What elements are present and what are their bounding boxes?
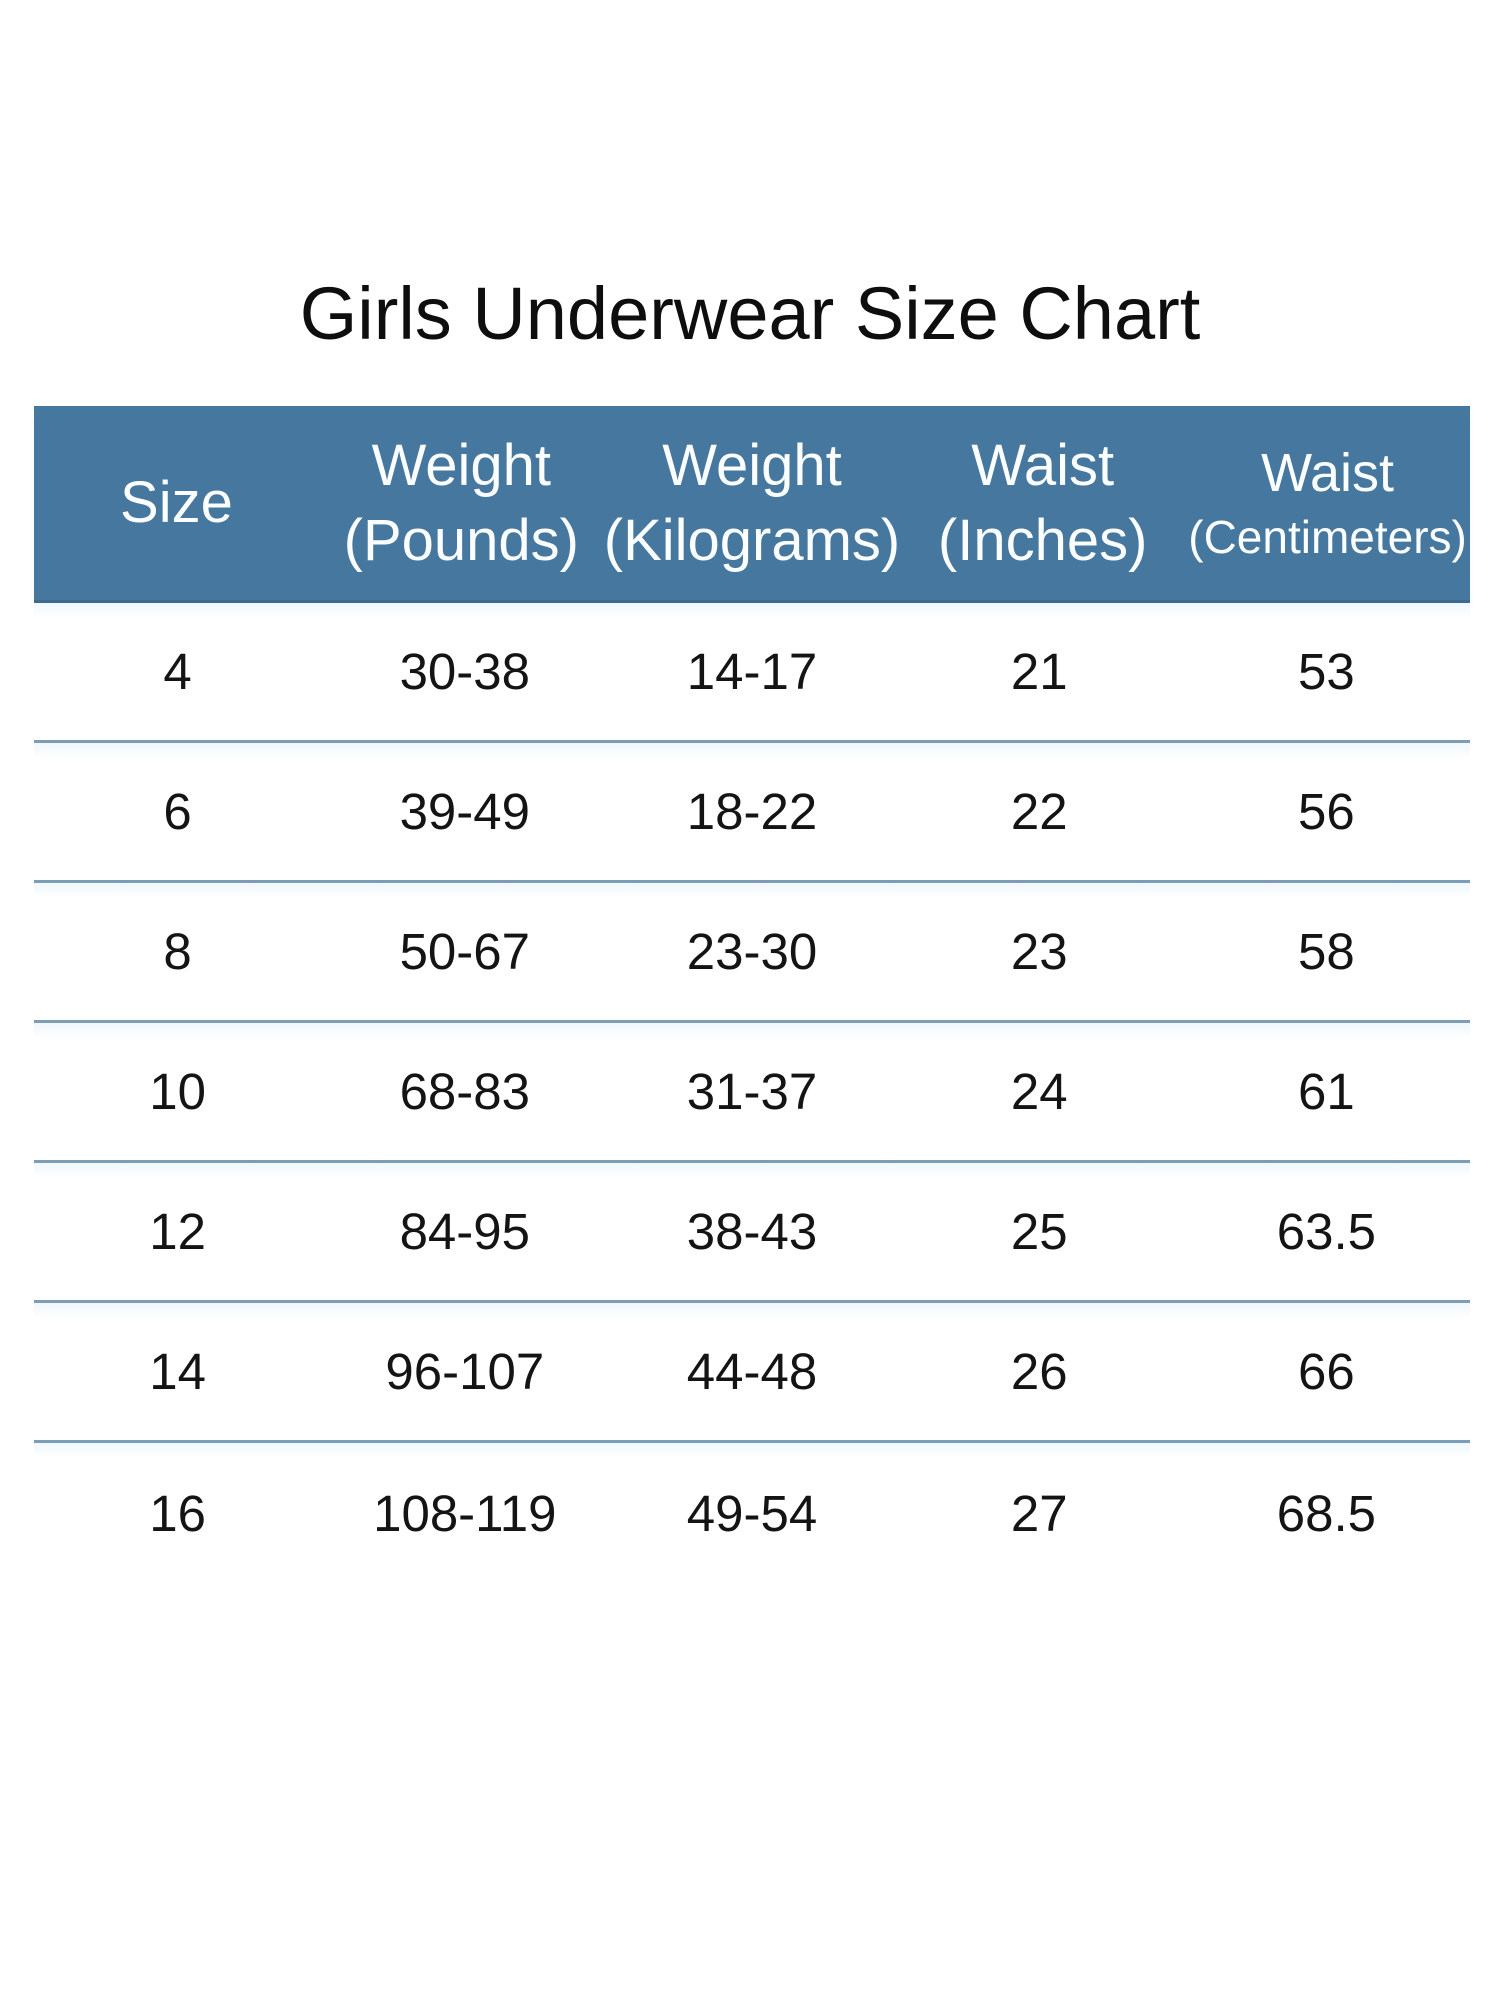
header-sublabel: (Kilograms) bbox=[603, 508, 901, 573]
table-cell: 61 bbox=[1298, 1063, 1355, 1120]
table-cell: 68.5 bbox=[1276, 1484, 1377, 1542]
header-label: Size bbox=[120, 470, 233, 536]
table-cell: 10 bbox=[149, 1063, 206, 1120]
table-cell: 14-17 bbox=[686, 643, 818, 700]
table-cell: 23 bbox=[1010, 923, 1068, 980]
table-row: 14 96-107 44-48 26 66 bbox=[34, 1303, 1470, 1443]
table-cell: 14 bbox=[149, 1343, 206, 1400]
table-cell: 8 bbox=[163, 923, 192, 980]
table-cell: 22 bbox=[1010, 783, 1068, 840]
header-label: Waist bbox=[1261, 443, 1395, 503]
table-row: 16 108-119 49-54 27 68.5 bbox=[34, 1443, 1470, 1583]
table-cell: 63.5 bbox=[1276, 1203, 1377, 1260]
table-row: 10 68-83 31-37 24 61 bbox=[34, 1023, 1470, 1163]
table-row: 12 84-95 38-43 25 63.5 bbox=[34, 1163, 1470, 1303]
page-title: Girls Underwear Size Chart bbox=[299, 272, 1201, 355]
table-cell: 96-107 bbox=[385, 1343, 545, 1400]
table-cell: 58 bbox=[1298, 923, 1355, 980]
header-label: Weight bbox=[662, 432, 842, 498]
table-row: 8 50-67 23-30 23 58 bbox=[34, 883, 1470, 1023]
table-cell: 44-48 bbox=[686, 1343, 818, 1400]
table-cell: 26 bbox=[1010, 1343, 1068, 1400]
header-cell-waist-centimeters: Waist (Centimeters) bbox=[1185, 438, 1470, 568]
table-cell: 84-95 bbox=[399, 1203, 531, 1260]
table-cell: 24 bbox=[1010, 1063, 1068, 1120]
header-label: Waist bbox=[971, 432, 1115, 498]
header-cell-weight-kilograms: Weight (Kilograms) bbox=[604, 428, 901, 579]
table-cell: 27 bbox=[1010, 1484, 1068, 1542]
table-cell: 56 bbox=[1298, 783, 1355, 840]
table-row: 6 39-49 18-22 22 56 bbox=[34, 743, 1470, 883]
table-cell: 68-83 bbox=[399, 1063, 531, 1120]
table-cell: 108-119 bbox=[373, 1484, 557, 1542]
table-cell: 25 bbox=[1010, 1203, 1068, 1260]
table-cell: 6 bbox=[163, 783, 192, 840]
table-cell: 39-49 bbox=[399, 783, 531, 840]
header-cell-weight-pounds: Weight (Pounds) bbox=[319, 428, 604, 579]
header-sublabel: (Inches) bbox=[937, 508, 1148, 573]
header-sublabel: (Centimeters) bbox=[1188, 511, 1467, 564]
table-cell: 18-22 bbox=[686, 783, 818, 840]
table-cell: 21 bbox=[1010, 643, 1068, 700]
table-cell: 66 bbox=[1298, 1343, 1355, 1400]
table-cell: 30-38 bbox=[399, 643, 531, 700]
table-header-row: Size Weight (Pounds) Weight (Kilograms) … bbox=[34, 406, 1470, 603]
header-cell-waist-inches: Waist (Inches) bbox=[900, 428, 1185, 579]
table-cell: 4 bbox=[163, 643, 192, 700]
header-cell-size: Size bbox=[34, 465, 319, 540]
table-cell: 16 bbox=[149, 1484, 206, 1542]
table-row: 4 30-38 14-17 21 53 bbox=[34, 603, 1470, 743]
table-cell: 31-37 bbox=[686, 1063, 818, 1120]
header-label: Weight bbox=[371, 432, 552, 498]
header-sublabel: (Pounds) bbox=[343, 508, 579, 573]
size-chart-table: Size Weight (Pounds) Weight (Kilograms) … bbox=[34, 406, 1470, 1583]
table-cell: 38-43 bbox=[686, 1203, 818, 1260]
table-cell: 23-30 bbox=[686, 923, 818, 980]
table-cell: 50-67 bbox=[399, 923, 531, 980]
table-cell: 49-54 bbox=[686, 1484, 818, 1542]
table-cell: 53 bbox=[1298, 643, 1355, 700]
table-cell: 12 bbox=[149, 1203, 206, 1260]
